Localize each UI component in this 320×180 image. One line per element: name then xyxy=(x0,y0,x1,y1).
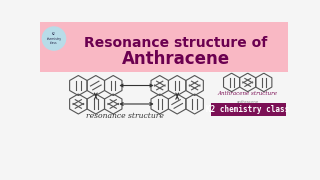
Text: anthracene: anthracene xyxy=(236,100,259,104)
Text: Anthracene: Anthracene xyxy=(122,50,230,68)
Bar xyxy=(40,22,288,72)
Text: resonance structure: resonance structure xyxy=(86,112,164,120)
Bar xyxy=(211,103,286,116)
Text: K2
chemistry
class: K2 chemistry class xyxy=(46,32,61,45)
Text: Anthracene structure: Anthracene structure xyxy=(218,91,278,96)
Text: K2 chemistry class: K2 chemistry class xyxy=(206,105,289,114)
Circle shape xyxy=(42,27,66,50)
Text: Resonance structure of: Resonance structure of xyxy=(84,36,267,50)
